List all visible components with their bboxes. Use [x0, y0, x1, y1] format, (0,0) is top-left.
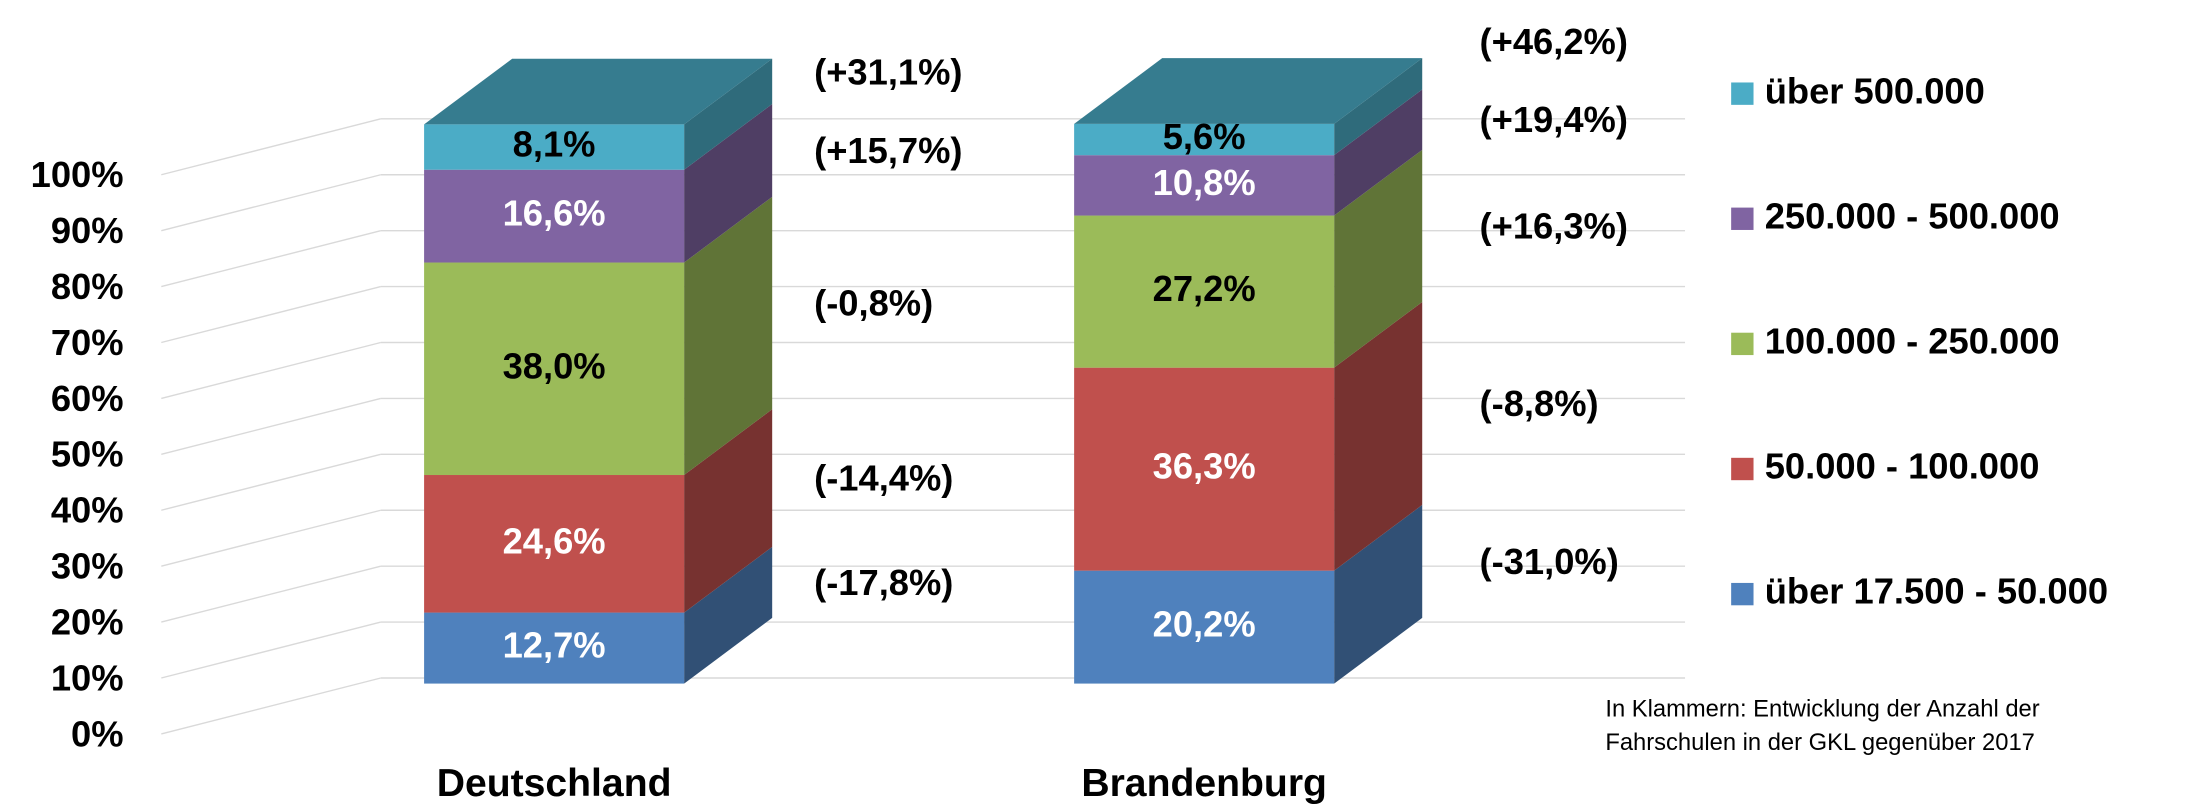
- bar-top: [1074, 58, 1423, 124]
- data-label: 27,2%: [1153, 268, 1256, 309]
- legend-label: 100.000 - 250.000: [1765, 320, 2060, 361]
- data-label: 8,1%: [513, 124, 596, 165]
- x-tick-label: Deutschland: [437, 762, 672, 805]
- grid-line: [161, 174, 381, 232]
- bar: [424, 169, 685, 263]
- bar-side: [684, 58, 773, 170]
- data-label: 16,6%: [503, 193, 606, 234]
- legend-label: 50.000 - 100.000: [1765, 446, 2040, 487]
- bar: [1074, 155, 1335, 216]
- y-tick-label: 10%: [51, 657, 124, 698]
- bar: [424, 262, 685, 476]
- data-label: 5,6%: [1163, 116, 1246, 157]
- bar-side: [1334, 504, 1423, 684]
- data-label: 38,0%: [503, 345, 606, 386]
- bar-side: [684, 196, 773, 476]
- change-annotation: (+46,2%): [1480, 21, 1628, 62]
- data-label: 20,2%: [1153, 604, 1256, 645]
- bar: [1074, 215, 1335, 368]
- y-tick-label: 50%: [51, 434, 124, 475]
- legend-label: über 500.000: [1765, 70, 1985, 111]
- footnote: Fahrschulen in der GKL gegenüber 2017: [1605, 729, 2035, 756]
- bar: [1074, 123, 1335, 156]
- grid-line: [161, 509, 381, 567]
- y-tick-label: 60%: [51, 378, 124, 419]
- change-annotation: (-14,4%): [814, 457, 953, 498]
- grid-line: [161, 397, 381, 456]
- legend-swatch: [1731, 582, 1754, 606]
- data-label: 10,8%: [1153, 162, 1256, 203]
- bar-side: [684, 409, 773, 613]
- bar-side: [684, 546, 773, 684]
- x-tick-label: Brandenburg: [1081, 762, 1327, 805]
- change-annotation: (+19,4%): [1480, 99, 1628, 140]
- grid-line: [161, 453, 381, 511]
- bar: [424, 124, 685, 170]
- grid-line: [161, 229, 381, 288]
- bar: [424, 475, 685, 613]
- bar-side: [1334, 301, 1423, 571]
- grid-line: [161, 565, 381, 623]
- legend-label: über 17.500 - 50.000: [1765, 571, 2108, 612]
- legend-swatch: [1731, 332, 1754, 356]
- bar: [1074, 570, 1335, 684]
- legend-swatch: [1731, 82, 1754, 105]
- bar: [1074, 367, 1335, 571]
- legend-swatch: [1731, 207, 1754, 230]
- bar-side: [1334, 58, 1423, 156]
- bar-side: [1334, 89, 1423, 216]
- grid-line: [161, 285, 381, 344]
- change-annotation: (+31,1%): [814, 52, 962, 93]
- change-annotation: (+16,3%): [1480, 205, 1628, 246]
- bar: [424, 612, 685, 684]
- footnote: In Klammern: Entwicklung der Anzahl der: [1605, 695, 2039, 722]
- bar-side: [1334, 149, 1423, 368]
- change-annotation: (-31,0%): [1480, 541, 1619, 582]
- y-tick-label: 100%: [31, 154, 124, 195]
- bar-side: [684, 104, 773, 263]
- y-tick-label: 30%: [51, 546, 124, 587]
- y-tick-label: 70%: [51, 322, 124, 363]
- bar-top: [424, 58, 773, 125]
- legend-label: 250.000 - 500.000: [1765, 195, 2060, 236]
- grid-line: [161, 621, 381, 679]
- data-label: 36,3%: [1153, 446, 1256, 487]
- y-tick-label: 80%: [51, 266, 124, 307]
- change-annotation: (-17,8%): [814, 562, 953, 603]
- change-annotation: (-0,8%): [814, 282, 933, 323]
- grid-line: [161, 677, 381, 735]
- data-label: 24,6%: [503, 520, 606, 561]
- y-tick-label: 20%: [51, 601, 124, 642]
- change-annotation: (-8,8%): [1480, 383, 1599, 424]
- y-tick-label: 40%: [51, 490, 124, 531]
- data-label: 12,7%: [503, 625, 606, 666]
- y-tick-label: 0%: [71, 713, 124, 754]
- legend-swatch: [1731, 457, 1754, 481]
- grid-line: [161, 118, 381, 176]
- y-tick-label: 90%: [51, 210, 124, 251]
- grid-line: [161, 341, 381, 400]
- change-annotation: (+15,7%): [814, 130, 962, 171]
